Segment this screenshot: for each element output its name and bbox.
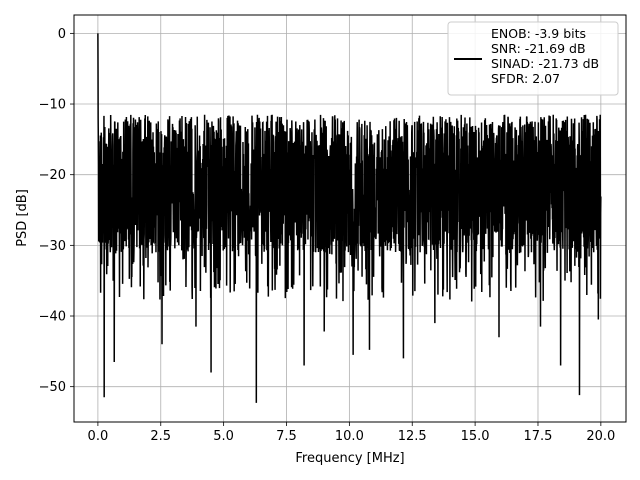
y-tick-label: −40 <box>39 310 66 325</box>
legend-line: SFDR: 2.07 <box>491 71 560 86</box>
x-tick-label: 10.0 <box>335 429 364 444</box>
ticks: 0.0 2.5 5.0 7.5 10.0 12.5 15.0 17.5 20.0 0 −10 −20 −… <box>39 27 616 444</box>
x-tick-label: 12.5 <box>398 429 427 444</box>
axes-frame <box>73 14 627 423</box>
x-tick-label: 7.5 <box>276 429 297 444</box>
legend-line: SINAD: -21.73 dB <box>491 56 599 71</box>
x-axis-label: Frequency [MHz] <box>295 451 404 466</box>
y-tick-label: −20 <box>39 168 66 183</box>
y-tick-label: 0 <box>58 27 66 42</box>
y-tick-label: −10 <box>39 98 66 113</box>
legend-box <box>447 21 619 96</box>
x-tick-label: 2.5 <box>150 429 171 444</box>
legend-series-label: ENOB: -3.9 bits SNR: -21.69 dB SINAD: -21.… <box>491 26 599 86</box>
legend: ENOB: -3.9 bits SNR: -21.69 dB SINAD: -21.… <box>447 21 619 96</box>
x-tick-label: 0.0 <box>88 429 109 444</box>
legend-line: ENOB: -3.9 bits <box>491 26 586 41</box>
legend-line: SNR: -21.69 dB <box>491 41 586 56</box>
y-tick-label: −30 <box>39 239 66 254</box>
psd-series-line <box>97 33 602 403</box>
y-axis-label: PSD [dB] <box>15 189 30 247</box>
y-tick-label: −50 <box>39 380 66 395</box>
x-tick-label: 15.0 <box>461 429 490 444</box>
x-tick-label: 20.0 <box>586 429 615 444</box>
plot-area <box>97 33 602 403</box>
x-tick-label: 17.5 <box>524 429 553 444</box>
x-tick-label: 5.0 <box>213 429 234 444</box>
